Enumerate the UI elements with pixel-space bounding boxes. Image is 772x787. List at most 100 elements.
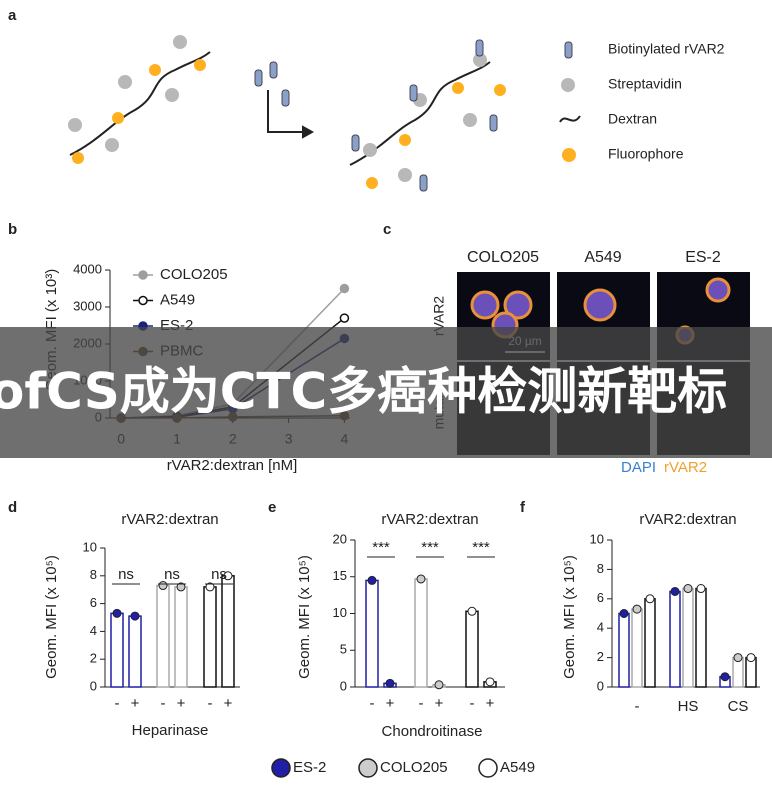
legend-label: A549 (500, 759, 535, 776)
legend-marker (358, 758, 378, 778)
y-tick-label: 3000 (73, 298, 102, 313)
streptavidin (68, 35, 487, 182)
legend-label: ES-2 (293, 759, 326, 776)
legend-icon (562, 148, 576, 162)
panel-label: e (268, 499, 276, 516)
x-tick-label: + (386, 695, 395, 712)
point (176, 582, 186, 592)
legend-label: Fluorophore (608, 146, 684, 162)
x-tick-label: - (370, 695, 375, 712)
row-label: rVAR2 (431, 296, 447, 336)
y-tick-label: 8 (90, 567, 97, 582)
arrow-head (302, 125, 315, 139)
y-tick-label: 2 (597, 649, 604, 664)
x-tick-label: + (224, 695, 233, 712)
x-tick-label: - (161, 695, 166, 712)
dextran-chain (69, 51, 211, 156)
bar (203, 586, 217, 688)
point (416, 574, 426, 584)
point (112, 608, 122, 618)
bar (128, 615, 142, 688)
bar (414, 578, 428, 688)
x-tick-label: - (208, 695, 213, 712)
point (683, 584, 693, 594)
legend-label: A549 (160, 291, 195, 308)
x-tick-label: + (131, 695, 140, 712)
significance: ns (164, 566, 180, 583)
y-tick-label: 8 (597, 561, 604, 576)
point (485, 677, 495, 687)
legend-marker (138, 295, 148, 306)
bar (156, 584, 170, 688)
chart-title: rVAR2:dextran (121, 511, 218, 528)
x-tick-label: + (435, 695, 444, 712)
legend-label: COLO205 (160, 266, 228, 283)
point (130, 611, 140, 621)
point (645, 594, 655, 604)
panel-label: a (8, 7, 17, 24)
y-tick-label: 0 (90, 678, 97, 693)
panel-label: f (520, 499, 526, 516)
point (696, 584, 706, 594)
legend-label: COLO205 (380, 759, 448, 776)
x-axis-label: Chondroitinase (382, 723, 483, 740)
point (619, 609, 629, 618)
y-tick-label: 10 (333, 605, 347, 620)
legend-icon (561, 78, 575, 92)
point (632, 604, 642, 614)
point (223, 571, 233, 581)
bar (644, 598, 656, 688)
panel-label: c (383, 221, 391, 238)
bar (174, 586, 188, 688)
x-tick-label: HS (678, 698, 699, 715)
legend-label: Dextran (608, 111, 657, 127)
y-tick-label: 0 (340, 678, 347, 693)
significance: *** (472, 539, 490, 556)
y-tick-label: 10 (590, 531, 604, 546)
panel-label: b (8, 221, 17, 238)
y-tick-label: 6 (597, 590, 604, 605)
column-label: ES-2 (685, 249, 721, 266)
legend-label: Streptavidin (608, 76, 682, 92)
y-tick-label: 0 (597, 678, 604, 693)
bar (695, 587, 707, 688)
x-tick-label: - (635, 698, 640, 715)
point (733, 653, 743, 663)
y-tick-label: 4 (90, 623, 97, 638)
y-tick-label: 20 (333, 531, 347, 546)
bar (669, 590, 681, 688)
x-tick-label: - (470, 695, 475, 712)
x-tick-label: + (177, 695, 186, 712)
column-label: A549 (584, 249, 621, 266)
y-axis-label: Geom. MFI (x 10⁵) (561, 555, 578, 679)
point (670, 586, 680, 596)
y-axis-label: Geom. MFI (x 10⁵) (43, 555, 60, 679)
bar (682, 587, 694, 688)
chart-title: rVAR2:dextran (381, 511, 478, 528)
y-tick-label: 2 (90, 651, 97, 666)
channel-label: rVAR2 (664, 459, 707, 476)
banner-band (0, 327, 772, 458)
x-axis-label: Heparinase (132, 722, 209, 739)
x-tick-label: + (486, 695, 495, 712)
y-tick-label: 5 (340, 642, 347, 657)
bar (465, 610, 479, 688)
x-tick-label: - (419, 695, 424, 712)
arrow (267, 90, 310, 133)
point (746, 653, 756, 663)
bar (221, 575, 235, 688)
bar (365, 579, 379, 688)
y-tick-label: 6 (90, 595, 97, 610)
point (205, 582, 215, 592)
point (339, 313, 350, 323)
diagram (69, 51, 491, 166)
point (339, 283, 350, 294)
point (367, 575, 377, 585)
legend-label: Biotinylated rVAR2 (608, 41, 725, 57)
bar (618, 612, 630, 688)
significance: *** (421, 539, 439, 556)
banner-text: ofCS成为CTC多癌种检测新靶标 (0, 363, 727, 421)
point (720, 672, 730, 682)
panel-label: d (8, 499, 17, 516)
y-tick-label: 4 (597, 620, 604, 635)
